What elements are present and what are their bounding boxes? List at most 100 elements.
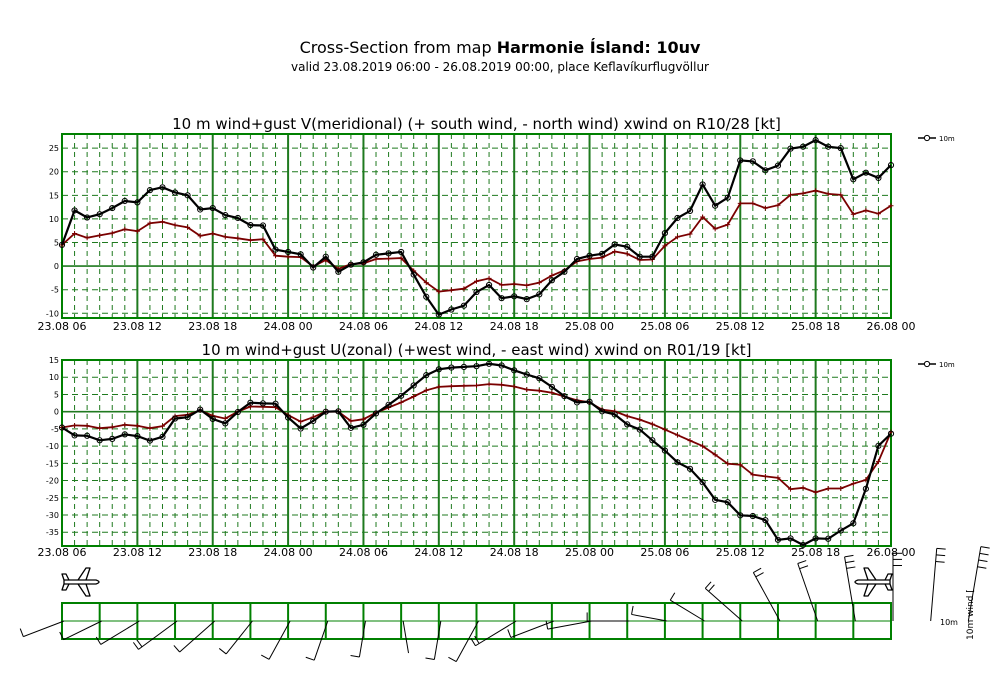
x-tick-label: 25.08 12 — [716, 320, 765, 333]
wind-series-point — [71, 207, 78, 214]
wind-barb-staff — [704, 587, 743, 622]
wind-series-point — [398, 392, 405, 399]
wind-barb-staff — [63, 620, 102, 641]
gust-series-point — [850, 481, 856, 487]
gust-series-point — [122, 226, 128, 232]
wind-series-point — [473, 288, 480, 296]
wind-series-point — [96, 437, 103, 444]
wind-series-point — [624, 243, 631, 250]
title-bold: Harmonie Ísland: 10uv — [496, 38, 701, 57]
wind-series-point — [347, 424, 354, 431]
gust-series-point — [825, 191, 831, 197]
legend-label: 10m — [939, 135, 955, 143]
gust-series-point — [536, 280, 542, 286]
gust-series-point — [486, 381, 492, 387]
x-tick-label: 25.08 06 — [640, 546, 689, 559]
wind-series-point — [523, 296, 530, 303]
wind-series-point — [485, 360, 493, 367]
gust-series-point — [825, 485, 831, 491]
wind-barb-feather — [470, 638, 476, 647]
wind-series-point — [460, 302, 468, 309]
wind-series-point — [548, 383, 555, 390]
wind-series-point — [611, 241, 618, 248]
gust-series-point — [210, 231, 216, 237]
wind-series-point — [498, 362, 505, 369]
wind-series-point — [259, 222, 267, 229]
wind-series-line — [60, 138, 892, 317]
gust-series-point — [84, 235, 90, 241]
gust-series-point — [222, 416, 228, 422]
panel-title: 10 m wind+gust U(zonal) (+west wind, - e… — [202, 341, 752, 359]
gust-series-point — [637, 257, 643, 263]
gust-series-point — [210, 413, 216, 419]
subtitle: valid 23.08.2019 06:00 - 26.08.2019 00:0… — [290, 60, 709, 74]
wind-series-point — [84, 432, 91, 439]
x-tick-label: 24.08 18 — [490, 320, 539, 333]
gust-series-point — [775, 202, 781, 208]
gust-series-point — [360, 416, 366, 422]
wind-series-point — [146, 437, 154, 444]
gust-series-point — [875, 459, 881, 465]
wind-series-point — [724, 194, 731, 201]
x-tick-label: 24.08 12 — [414, 546, 463, 559]
gust-series-point — [222, 234, 228, 240]
gust-series-point — [72, 422, 78, 428]
wind-series-point — [197, 406, 204, 413]
gust-series-point — [411, 394, 417, 400]
wind-series-point — [599, 408, 606, 415]
wind-series-point — [686, 465, 694, 472]
gust-series-point — [172, 222, 178, 228]
wind-series-point — [272, 400, 279, 407]
wind-series-point — [84, 214, 91, 221]
x-tick-label: 25.08 00 — [565, 320, 614, 333]
wind-barb-feather — [797, 560, 807, 564]
gust-series-point — [612, 408, 618, 414]
wind-barb-feather — [936, 547, 946, 550]
gust-series-point — [134, 423, 140, 429]
wind-barb-staff — [23, 620, 65, 638]
x-tick-label: 24.08 06 — [339, 546, 388, 559]
wind-series-point — [561, 268, 568, 275]
wind-series-point — [234, 408, 241, 416]
wind-series-point — [209, 415, 216, 422]
gust-series-point — [750, 472, 756, 478]
x-tick-label: 25.08 12 — [716, 546, 765, 559]
wind-series-point — [247, 221, 254, 229]
wind-series-point — [473, 363, 480, 370]
wind-barb-staff — [797, 563, 819, 622]
wind-series-point — [737, 157, 744, 164]
y-tick-label: -30 — [46, 511, 59, 520]
gust-series-point — [687, 231, 693, 237]
barb-level-label: 10m — [940, 618, 958, 627]
wind-series-point — [762, 167, 769, 174]
wind-series-point — [712, 202, 719, 209]
gust-series-point — [448, 287, 454, 293]
wind-series-point — [485, 281, 493, 289]
gust-series-point — [674, 432, 680, 438]
gust-series-point — [863, 207, 869, 213]
wind-series-point — [661, 229, 669, 237]
wind-series-point — [284, 248, 292, 256]
gust-series-point — [461, 383, 467, 389]
wind-barb-feather — [218, 648, 227, 655]
wind-series-point — [712, 496, 719, 503]
gust-series-point — [235, 235, 241, 241]
wind-series-point — [611, 411, 618, 418]
wind-series-point — [284, 414, 292, 421]
wind-series-point — [448, 364, 455, 371]
gust-series-point — [762, 205, 768, 211]
wind-series-point — [322, 408, 329, 415]
airplane-right-icon — [854, 567, 893, 597]
x-tick-label: 25.08 00 — [565, 546, 614, 559]
x-tick-label: 23.08 12 — [113, 320, 162, 333]
barb-axis-label: 10m wind [ — [966, 589, 976, 640]
gust-series-point — [762, 473, 768, 479]
gust-series-point — [624, 251, 630, 257]
y-tick-label: 0 — [54, 408, 59, 417]
wind-series-point — [360, 421, 367, 428]
x-tick-label: 26.08 00 — [867, 320, 916, 333]
wind-series-point — [599, 250, 606, 257]
wind-barb-staff — [455, 620, 479, 662]
x-tick-label: 23.08 06 — [38, 546, 87, 559]
wind-series-point — [875, 174, 882, 181]
